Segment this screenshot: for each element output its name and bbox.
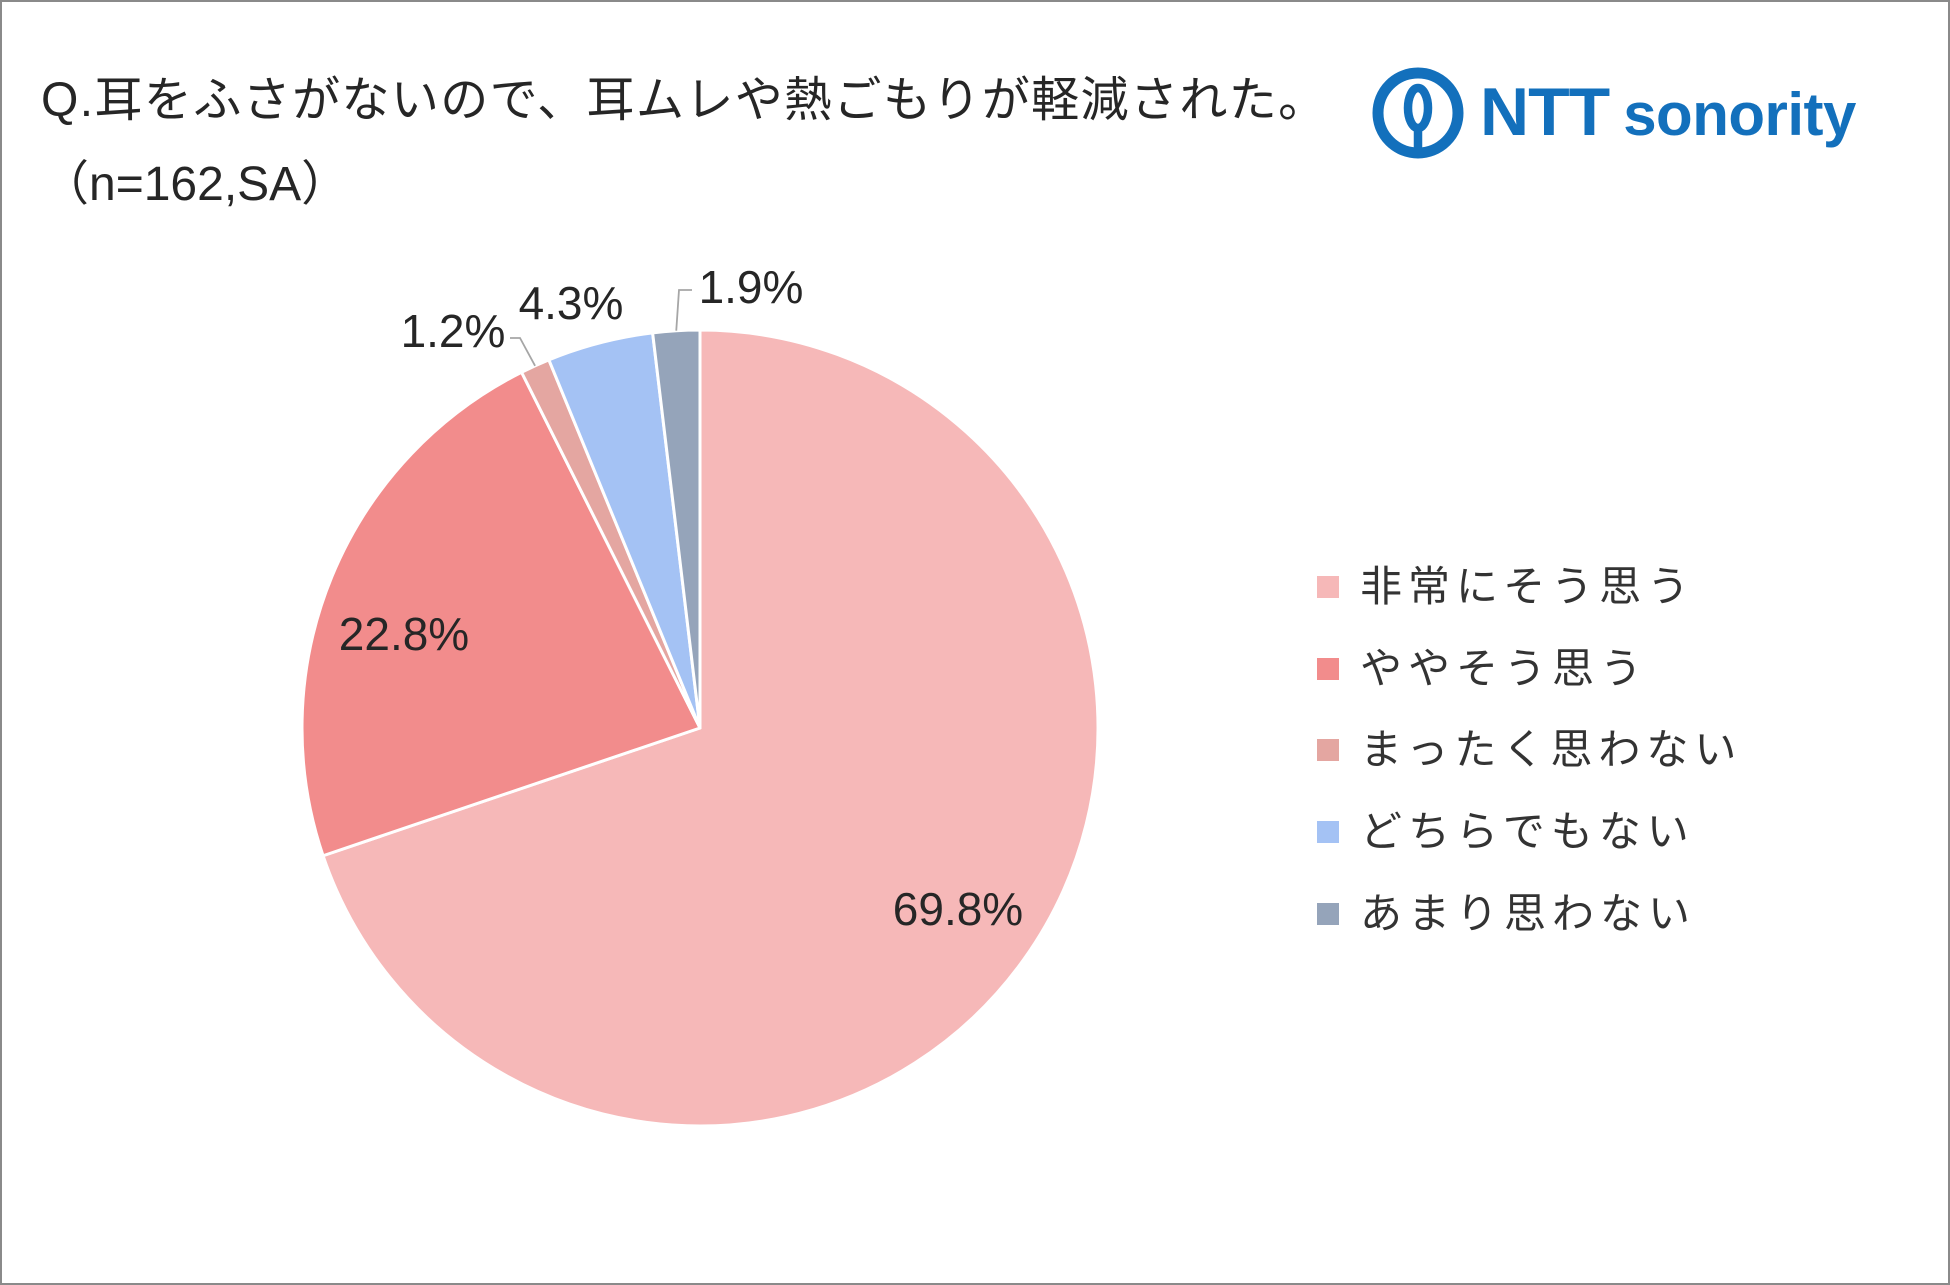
legend-item-strongly-disagree: まったく思わない: [1317, 710, 1742, 792]
legend-label-neutral: どちらでもない: [1360, 808, 1695, 856]
data-label-somewhat-disagree: 1.9%: [699, 261, 804, 313]
ntt-loop-icon: [1372, 67, 1464, 159]
legend: 非常にそう思う ややそう思う まったく思わない どちらでもない あまり思わない: [1317, 546, 1742, 955]
legend-label-strongly-agree: 非常にそう思う: [1360, 562, 1696, 610]
data-label-strongly-disagree: 1.2%: [401, 305, 506, 357]
leader-line-somewhat-disagree: [675, 289, 692, 331]
logo-product-text: sonority: [1623, 80, 1856, 148]
chart-subtitle: （n=162,SA）: [41, 158, 350, 211]
pie-slice-somewhat-agree: [300, 370, 702, 858]
leader-line-strongly-disagree: [510, 337, 536, 367]
legend-label-somewhat-disagree: あまり思わない: [1360, 889, 1697, 937]
legend-swatch-somewhat-disagree: [1317, 902, 1339, 925]
legend-label-somewhat-agree: ややそう思う: [1360, 644, 1649, 692]
legend-item-somewhat-disagree: あまり思わない: [1317, 873, 1742, 955]
logo-wordmark: NTT sonority: [1480, 78, 1856, 149]
data-label-strongly-agree: 69.8%: [893, 883, 1023, 935]
legend-label-strongly-disagree: まったく思わない: [1360, 726, 1743, 774]
ntt-sonority-logo: NTT sonority: [1372, 67, 1856, 159]
leader-lines: [510, 289, 692, 367]
pie-slices: [300, 328, 1100, 1128]
legend-item-strongly-agree: 非常にそう思う: [1317, 546, 1742, 628]
legend-item-neutral: どちらでもない: [1317, 791, 1742, 873]
legend-swatch-somewhat-agree: [1317, 657, 1339, 680]
legend-swatch-strongly-disagree: [1317, 739, 1339, 762]
data-label-somewhat-agree: 22.8%: [339, 608, 469, 660]
legend-item-somewhat-agree: ややそう思う: [1317, 628, 1742, 710]
legend-swatch-neutral: [1317, 821, 1339, 844]
pie-slice-strongly-agree: [321, 328, 1100, 1128]
legend-swatch-strongly-agree: [1317, 575, 1339, 598]
data-labels: 69.8% 22.8% 1.2%4.3% 1.9%: [339, 261, 1023, 935]
logo-brand-text: NTT: [1480, 73, 1610, 150]
pie-slice-somewhat-disagree: [651, 328, 702, 730]
data-label-neutral: 4.3%: [519, 277, 624, 329]
chart-title: Q.耳をふさがないので、耳ムレや熱ごもりが軽減された。: [41, 74, 1328, 127]
